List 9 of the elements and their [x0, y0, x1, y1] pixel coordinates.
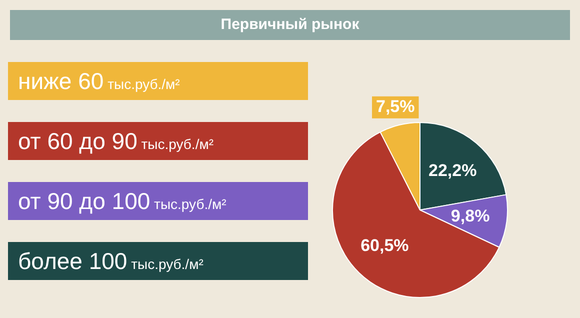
legend-label: от 90 до 100 тыс.руб./м²	[18, 182, 308, 220]
data-label: 60,5%	[360, 236, 409, 256]
data-label: 22,2%	[428, 160, 477, 180]
data-label: 9,8%	[450, 206, 490, 226]
chart-title: Первичный рынок	[10, 10, 570, 40]
data-label: 7,5%	[376, 97, 415, 116]
legend-label: ниже 60 тыс.руб./м²	[18, 62, 308, 100]
legend-label: более 100 тыс.руб./м²	[18, 242, 308, 280]
legend-label: от 60 до 90 тыс.руб./м²	[18, 122, 308, 160]
